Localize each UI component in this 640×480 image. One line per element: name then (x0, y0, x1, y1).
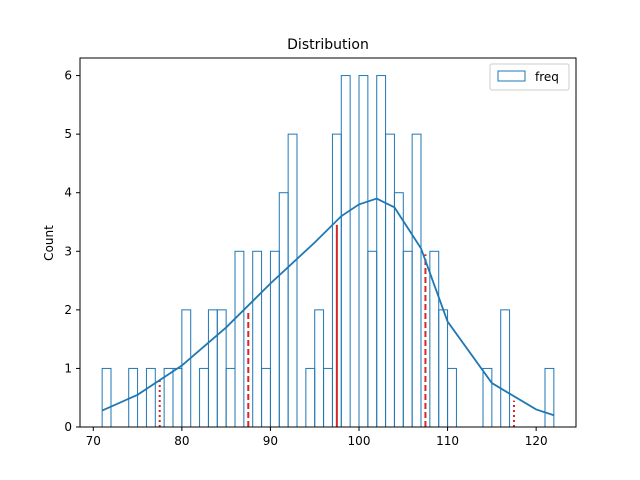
chart-title: Distribution (287, 37, 369, 53)
histogram-bar (544, 367, 555, 428)
y-tick-label: 1 (64, 361, 72, 375)
histogram-bar (199, 367, 209, 428)
legend-label: freq (535, 70, 559, 84)
histogram-bar (287, 133, 298, 428)
histogram-bars (101, 75, 555, 428)
plot-frame (79, 57, 577, 428)
histogram-bar (323, 367, 333, 428)
y-tick-label: 0 (64, 420, 72, 434)
histogram-bar (340, 75, 351, 428)
histogram-bar (207, 309, 218, 428)
y-axis-ticks: 0 1 2 3 4 5 6 (64, 69, 80, 434)
histogram-bar (402, 250, 413, 428)
y-tick-label: 2 (64, 303, 72, 317)
histogram-bar (447, 367, 457, 428)
histogram-bar (393, 192, 404, 428)
reference-lines (158, 224, 515, 427)
histogram-bar (278, 192, 289, 428)
histogram-bar (376, 75, 387, 428)
x-tick-label: 80 (174, 434, 189, 448)
x-tick-label: 110 (436, 434, 459, 448)
y-tick-label: 6 (64, 69, 72, 83)
histogram-bar (411, 133, 422, 428)
y-tick-label: 5 (64, 127, 72, 141)
x-tick-label: 120 (525, 434, 548, 448)
histogram-bar (101, 367, 112, 428)
histogram-bar (181, 309, 192, 428)
y-tick-label: 3 (64, 244, 72, 258)
histogram-bar (261, 367, 271, 428)
histogram-bar (367, 250, 378, 428)
legend: freq (489, 63, 570, 91)
y-axis-label: Count (42, 225, 56, 261)
legend-swatch (497, 70, 526, 82)
histogram-bar (172, 367, 183, 428)
histogram-bar (500, 309, 511, 428)
histogram-bar (252, 250, 263, 428)
histogram-bar (225, 367, 236, 428)
histogram-bar (358, 75, 369, 428)
histogram-bar (145, 367, 156, 428)
histogram-bar (234, 250, 245, 428)
histogram-bar (305, 367, 316, 428)
y-tick-label: 4 (64, 186, 72, 200)
histogram-bar (385, 133, 395, 428)
x-tick-label: 100 (348, 434, 371, 448)
x-tick-label: 90 (263, 434, 278, 448)
kde-curve (101, 197, 555, 417)
x-tick-label: 70 (86, 434, 101, 448)
x-axis-ticks: 70 80 90 100 110 120 (86, 427, 548, 448)
histogram-bar (314, 309, 325, 428)
histogram-bar (438, 309, 449, 428)
